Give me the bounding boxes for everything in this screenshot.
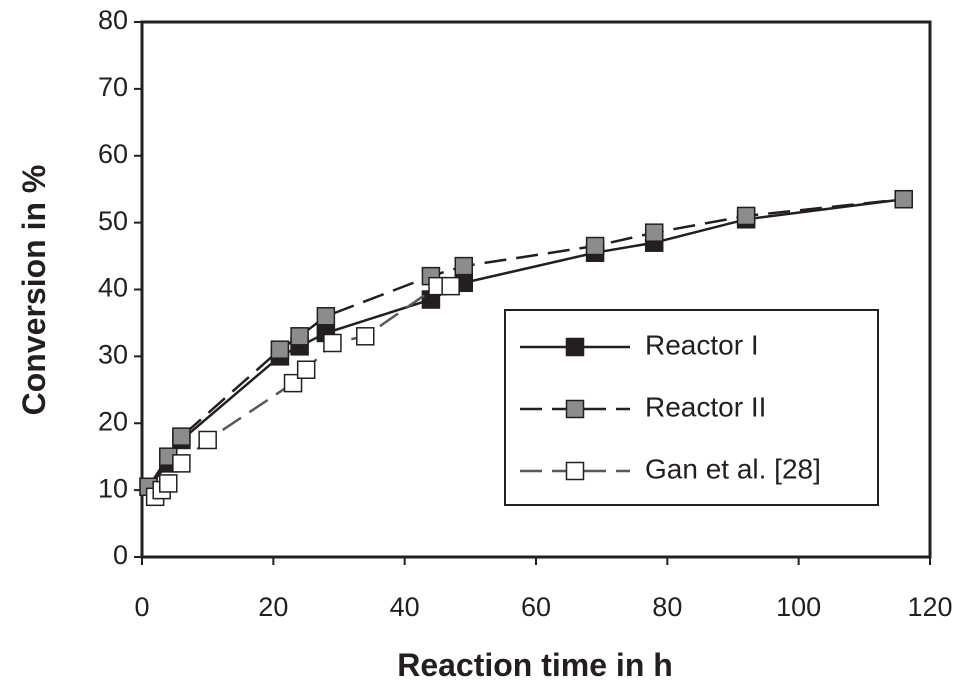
y-tick-label: 10: [98, 473, 128, 503]
x-tick-label: 20: [258, 592, 288, 622]
data-point: [441, 276, 460, 296]
data-point: [159, 474, 178, 493]
data-point: [316, 307, 336, 326]
data-point: [454, 256, 474, 276]
y-tick-label: 40: [98, 273, 128, 303]
data-point: [270, 340, 290, 359]
data-point: [198, 430, 217, 450]
legend-marker: [565, 399, 585, 419]
y-axis-title: Conversion in %: [16, 165, 52, 416]
data-point: [894, 189, 913, 209]
x-tick-label: 40: [390, 592, 420, 622]
y-tick-label: 60: [98, 139, 128, 169]
y-tick-label: 70: [98, 72, 128, 102]
data-point: [172, 454, 191, 473]
data-point: [323, 333, 342, 353]
data-point: [290, 327, 309, 346]
x-tick-label: 80: [652, 592, 682, 622]
data-point: [736, 206, 756, 226]
data-point: [585, 236, 605, 256]
series-line: [154, 284, 451, 498]
x-tick-label: 100: [776, 592, 821, 622]
legend-label: Reactor I: [645, 329, 759, 360]
data-point: [296, 360, 316, 379]
data-point: [172, 427, 191, 446]
data-point: [644, 223, 664, 242]
x-tick-label: 120: [907, 592, 952, 622]
y-tick-label: 20: [98, 406, 128, 436]
y-tick-label: 80: [98, 5, 128, 35]
y-tick-label: 50: [98, 206, 128, 236]
y-tick-label: 0: [113, 540, 128, 570]
legend-label: Reactor II: [645, 391, 766, 422]
legend-marker: [565, 461, 585, 481]
legend-marker: [565, 337, 585, 357]
x-tick-label: 0: [134, 592, 149, 622]
x-axis-title: Reaction time in h: [397, 647, 673, 683]
series-line: [147, 197, 904, 488]
data-point: [356, 327, 375, 346]
y-tick-label: 30: [98, 340, 128, 370]
legend-label: Gan et al. [28]: [645, 453, 821, 484]
x-tick-label: 60: [521, 592, 551, 622]
